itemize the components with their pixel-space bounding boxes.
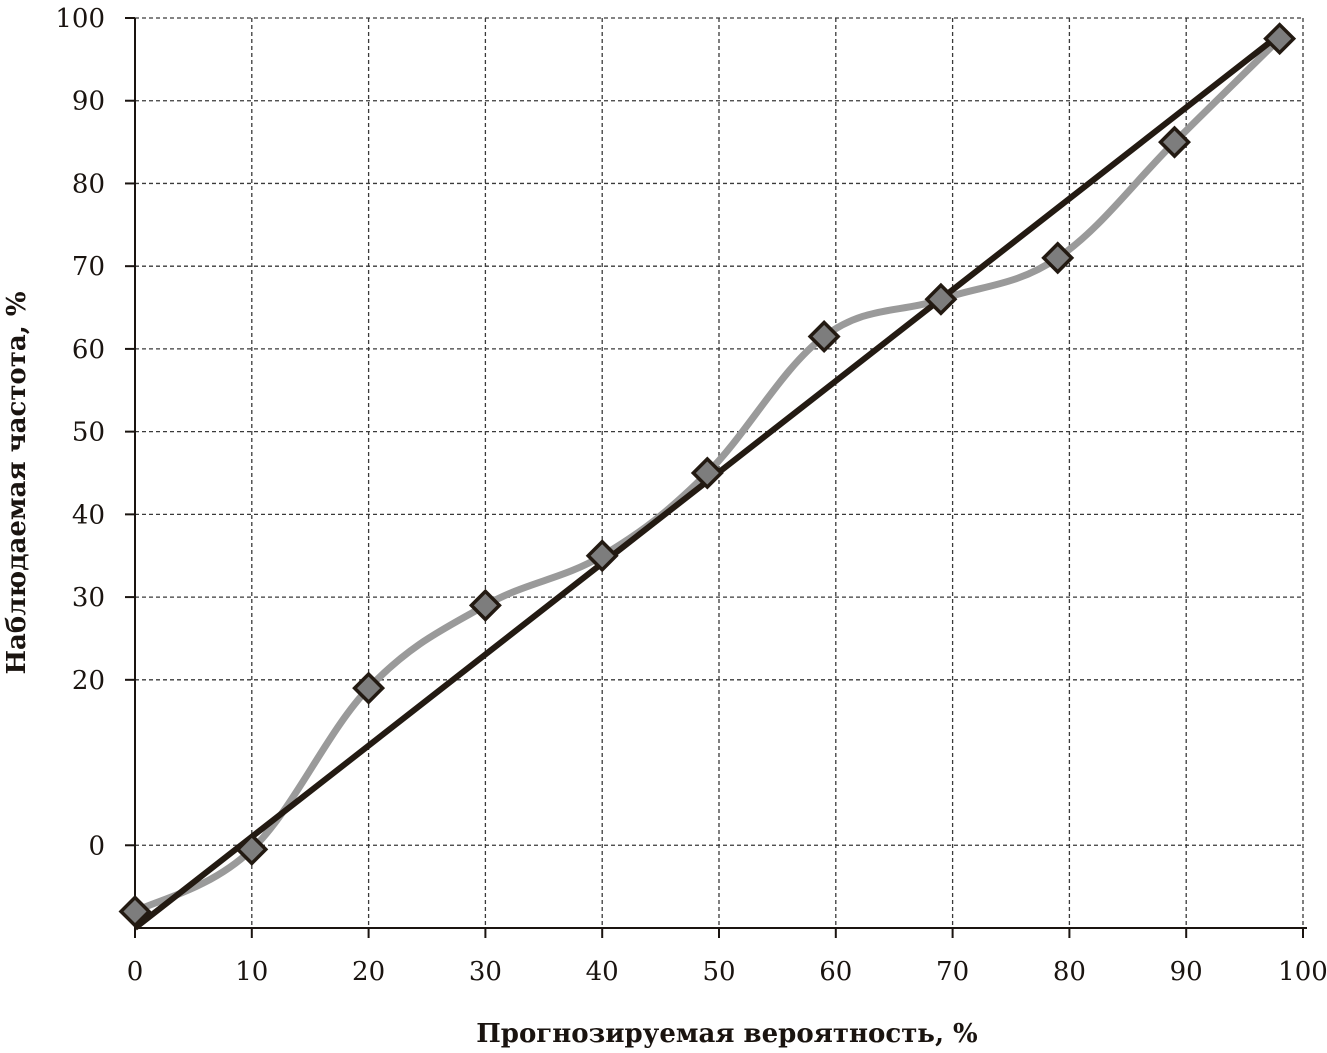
x-axis-title: Прогнозируемая вероятность, % [476,1019,978,1049]
x-tick-label: 50 [702,957,735,987]
data-point-marker [1158,125,1191,159]
data-point-marker [1263,22,1297,56]
data-point-marker [585,539,619,573]
y-tick-label: 80 [72,169,105,199]
data-point-marker [235,832,269,866]
data-point-marker [468,588,502,622]
y-tick-labels: 0 20 30 40 50 60 70 80 90 100 [55,4,105,861]
x-tick-label: 100 [1278,957,1327,987]
data-point-marker [1041,241,1075,275]
data-point-marker [807,320,841,353]
data-point-marker [352,671,386,705]
y-tick-label: 100 [55,4,105,34]
x-tick-label: 70 [936,957,969,987]
axes [125,17,1307,938]
data-point-marker [924,282,958,316]
x-tick-label: 80 [1053,957,1086,987]
y-axis-title: Наблюдаемая частота, % [2,291,32,674]
x-tick-label: 10 [235,957,268,987]
x-tick-label: 60 [819,957,852,987]
x-tick-label: 30 [469,957,502,987]
x-tick-label: 20 [352,957,385,987]
x-tick-label: 90 [1170,957,1203,987]
y-tick-label: 60 [72,335,105,365]
y-tick-label: 50 [72,418,105,448]
x-tick-label: 40 [586,957,619,987]
grid [135,17,1304,928]
y-tick-label: 40 [72,500,105,530]
y-tick-label: 70 [72,252,105,282]
series-layer [118,22,1297,931]
y-tick-label: 0 [88,831,105,861]
y-tick-label: 20 [72,666,105,696]
x-tick-labels: 0 10 20 30 40 50 60 70 80 90 100 [127,957,1327,987]
y-tick-label: 90 [72,87,105,117]
y-tick-label: 30 [72,583,105,613]
data-point-marker [118,894,152,928]
data-point-marker [690,456,724,490]
x-tick-label: 0 [127,957,144,987]
